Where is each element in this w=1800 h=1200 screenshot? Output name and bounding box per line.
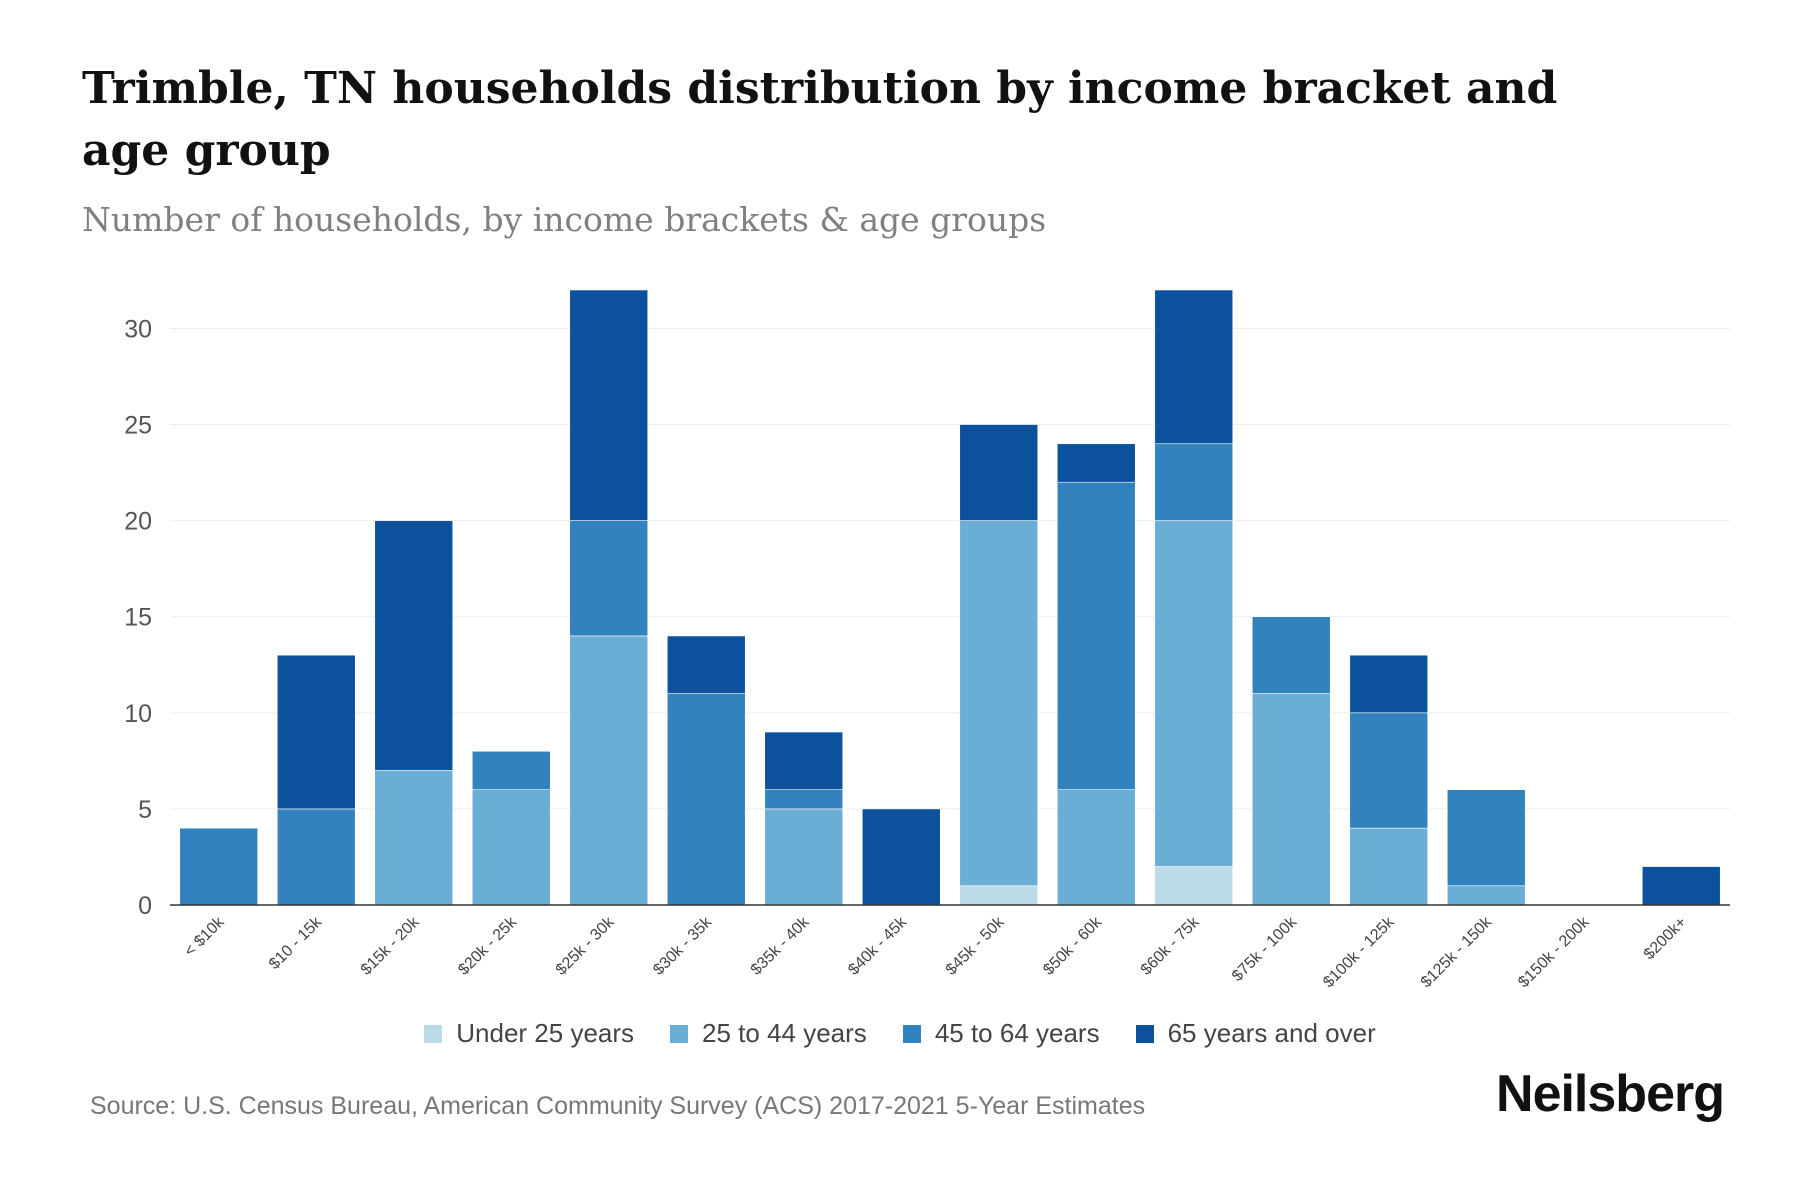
bar-segment-65-years-and-over[interactable]	[1154, 289, 1234, 445]
bar-segment-65-years-and-over[interactable]	[666, 635, 746, 694]
y-tick-label: 0	[138, 892, 152, 920]
legend-item[interactable]: 65 years and over	[1135, 1018, 1376, 1049]
y-tick-label: 5	[138, 796, 152, 824]
bar-segment-45-to-64-years[interactable]	[471, 750, 551, 790]
bar-segment-65-years-and-over[interactable]	[861, 808, 941, 906]
y-tick-label: 15	[124, 604, 152, 632]
bar-segment-25-to-44-years[interactable]	[1056, 789, 1136, 906]
x-tick-label: $45k - 50k	[943, 913, 1009, 979]
x-tick-label: $20k - 25k	[455, 913, 521, 979]
legend: Under 25 years 25 to 44 years 45 to 64 yea…	[0, 1018, 1800, 1049]
bar-segment-45-to-64-years[interactable]	[1056, 481, 1136, 790]
brand-logo: Neilsberg	[1496, 1065, 1725, 1123]
bar-segment-45-to-64-years[interactable]	[569, 520, 649, 637]
bar-segment-25-to-44-years[interactable]	[1251, 693, 1331, 906]
bar-segment-65-years-and-over[interactable]	[1349, 654, 1429, 714]
x-tick-label: $10 - 15k	[266, 913, 326, 973]
bar-segment-65-years-and-over[interactable]	[374, 520, 454, 771]
bar-segment-45-to-64-years[interactable]	[276, 808, 356, 906]
bar-segment-25-to-44-years[interactable]	[1446, 885, 1526, 906]
bar-segment-25-to-44-years[interactable]	[374, 770, 454, 906]
x-tick-label: $75k - 100k	[1229, 913, 1301, 985]
x-tick-label: $50k - 60k	[1040, 913, 1106, 979]
legend-swatch	[670, 1024, 689, 1043]
x-tick-label: < $10k	[181, 913, 228, 960]
legend-label: 25 to 44 years	[702, 1018, 867, 1048]
bar-segment-65-years-and-over[interactable]	[569, 289, 649, 521]
bar-segment-65-years-and-over[interactable]	[276, 654, 356, 810]
x-tick-label: $150k - 200k	[1515, 913, 1593, 991]
chart-subtitle: Number of households, by income brackets…	[82, 200, 1047, 239]
legend-label: 65 years and over	[1167, 1018, 1376, 1048]
x-tick-label: $25k - 30k	[553, 913, 619, 979]
bar-segment-45-to-64-years[interactable]	[764, 789, 844, 810]
bar-segment-25-to-44-years[interactable]	[764, 808, 844, 906]
bars	[179, 289, 1721, 906]
x-tick-label: $35k - 40k	[748, 913, 814, 979]
x-tick-label: $15k - 20k	[358, 913, 424, 979]
legend-item[interactable]: 25 to 44 years	[670, 1018, 867, 1049]
x-tick-label: $100k - 125k	[1320, 913, 1398, 991]
x-tick-label: $60k - 75k	[1138, 913, 1204, 979]
x-tick-label: $200k+	[1641, 914, 1690, 963]
y-tick-label: 10	[124, 700, 152, 728]
legend-label: Under 25 years	[456, 1018, 635, 1048]
legend-swatch	[902, 1024, 921, 1043]
bar-segment-45-to-64-years[interactable]	[1251, 616, 1331, 694]
legend-item[interactable]: Under 25 years	[424, 1018, 634, 1049]
legend-swatch	[424, 1024, 443, 1043]
bar-segment-45-to-64-years[interactable]	[1349, 712, 1429, 829]
legend-label: 45 to 64 years	[934, 1018, 1100, 1048]
bar-segment-under-25-years[interactable]	[1154, 866, 1234, 906]
chart-title: Trimble, TN households distribution by i…	[82, 63, 1558, 176]
bar-segment-45-to-64-years[interactable]	[666, 693, 746, 906]
bar-segment-65-years-and-over[interactable]	[1641, 866, 1721, 906]
source-note: Source: U.S. Census Bureau, American Com…	[90, 1092, 1146, 1120]
bar-segment-25-to-44-years[interactable]	[1349, 827, 1429, 906]
bar-segment-25-to-44-years[interactable]	[1154, 520, 1234, 867]
bar-segment-45-to-64-years[interactable]	[179, 827, 259, 906]
bar-segment-under-25-years[interactable]	[959, 885, 1039, 906]
legend-swatch	[1135, 1024, 1154, 1043]
bar-segment-25-to-44-years[interactable]	[569, 635, 649, 906]
y-tick-label: 25	[124, 412, 152, 440]
bar-segment-65-years-and-over[interactable]	[959, 424, 1039, 521]
bar-segment-45-to-64-years[interactable]	[1154, 443, 1234, 521]
legend-item[interactable]: 45 to 64 years	[902, 1018, 1100, 1049]
stacked-bar-chart: 0 5 10 15 20 25 30 < $10k $10 - 15k $15k - 20k $20…	[124, 289, 1730, 991]
bar-segment-25-to-44-years[interactable]	[959, 520, 1039, 887]
bar-segment-65-years-and-over[interactable]	[1056, 443, 1136, 483]
y-tick-label: 30	[124, 315, 152, 343]
bar-segment-65-years-and-over[interactable]	[764, 731, 844, 790]
x-tick-label: $40k - 45k	[845, 913, 911, 979]
bar-segment-45-to-64-years[interactable]	[1446, 789, 1526, 887]
x-tick-label: $30k - 35k	[650, 913, 716, 979]
x-tick-label: $125k - 150k	[1418, 913, 1496, 991]
y-tick-label: 20	[124, 508, 152, 536]
bar-segment-25-to-44-years[interactable]	[471, 789, 551, 906]
